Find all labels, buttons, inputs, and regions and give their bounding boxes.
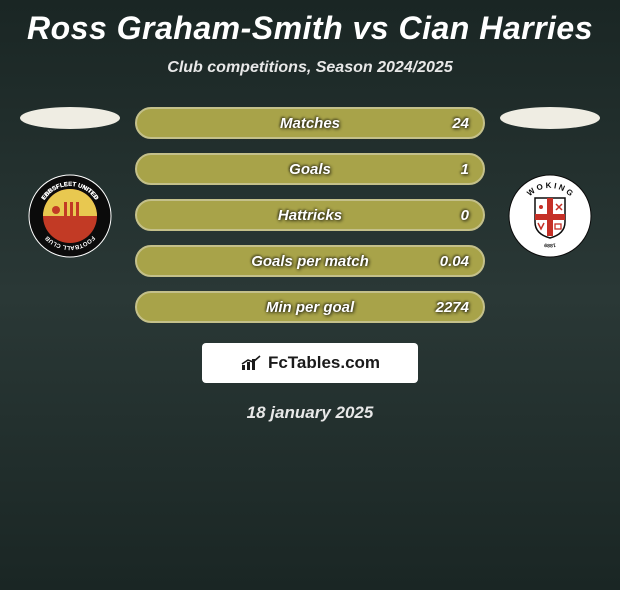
stat-label: Matches	[280, 115, 340, 132]
stat-label: Hattricks	[278, 207, 342, 224]
stat-bar-hattricks: Hattricks 0	[135, 199, 485, 231]
snapshot-date: 18 january 2025	[0, 403, 620, 423]
chart-icon	[240, 354, 262, 372]
right-player-column: W O K I N G 1889	[495, 107, 605, 263]
stat-label: Goals per match	[251, 253, 369, 270]
page-subtitle: Club competitions, Season 2024/2025	[0, 59, 620, 77]
right-player-head-icon	[500, 107, 600, 129]
stat-bar-mpg: Min per goal 2274	[135, 291, 485, 323]
left-club-badge: EBBSFLEET UNITED EBBSFLEET UNITED FOOTBA…	[28, 174, 112, 263]
stat-label: Goals	[289, 161, 331, 178]
stat-bar-gpm: Goals per match 0.04	[135, 245, 485, 277]
right-club-badge: W O K I N G 1889	[508, 174, 592, 263]
left-player-head-icon	[20, 107, 120, 129]
stat-bar-matches: Matches 24	[135, 107, 485, 139]
stat-bar-goals: Goals 1	[135, 153, 485, 185]
comparison-content: EBBSFLEET UNITED EBBSFLEET UNITED FOOTBA…	[0, 107, 620, 323]
stat-label: Min per goal	[266, 299, 354, 316]
stat-bars: Matches 24 Goals 1 Hattricks 0 Goals per…	[135, 107, 485, 323]
brand-badge: FcTables.com	[202, 343, 418, 383]
stat-right-value: 2274	[436, 299, 469, 316]
page-title: Ross Graham-Smith vs Cian Harries	[0, 10, 620, 47]
brand-text: FcTables.com	[268, 353, 380, 373]
stat-right-value: 24	[452, 115, 469, 132]
left-player-column: EBBSFLEET UNITED EBBSFLEET UNITED FOOTBA…	[15, 107, 125, 263]
stat-right-value: 0.04	[440, 253, 469, 270]
stat-right-value: 0	[461, 207, 469, 224]
stat-right-value: 1	[461, 161, 469, 178]
